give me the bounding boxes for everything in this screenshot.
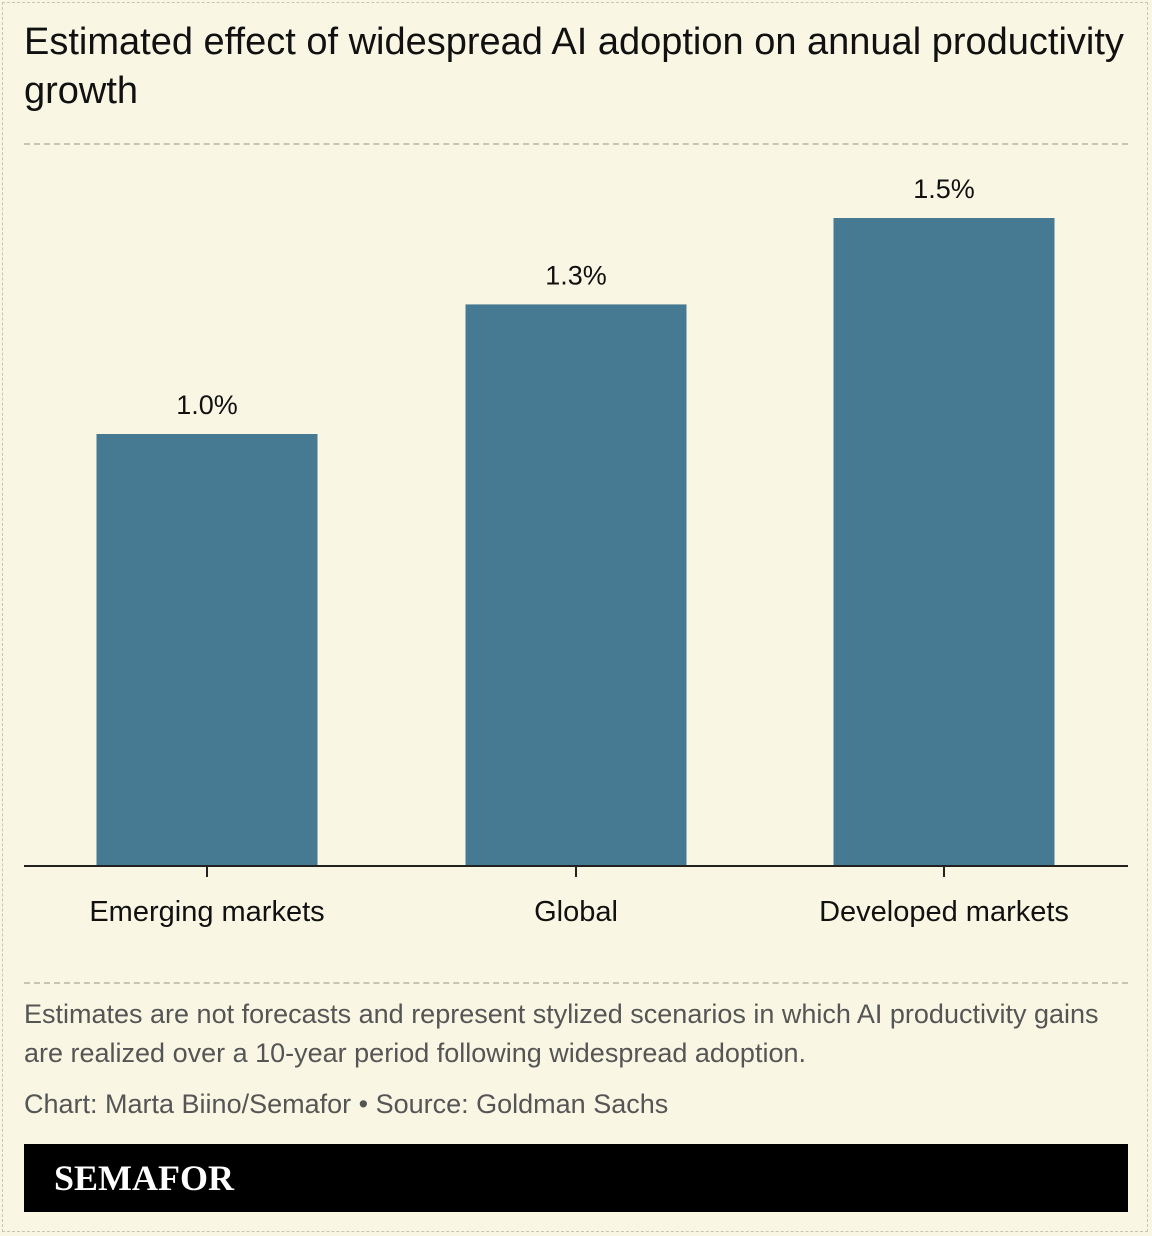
x-tick-label-0: Emerging markets [89, 896, 324, 928]
data-label-2: 1.5% [913, 174, 975, 204]
bar-chart: 1.0% 1.3% 1.5% Emerging markets Global Develo… [24, 174, 1128, 928]
bar-0 [96, 434, 318, 866]
brand-bar: SEMAFOR [24, 1144, 1128, 1212]
semafor-logo: SEMAFOR [54, 1158, 234, 1198]
top-divider [24, 143, 1128, 145]
bar-2 [833, 218, 1055, 866]
bar-1 [465, 304, 687, 866]
chart-title: Estimated effect of widespread AI adopti… [24, 21, 1124, 112]
x-tick-label-1: Global [534, 896, 618, 928]
chart-credit: Chart: Marta Biino/Semafor • Source: Gol… [24, 1089, 669, 1119]
chart-note: Estimates are not forecasts and represen… [24, 999, 1099, 1068]
x-tick-label-2: Developed markets [819, 896, 1069, 928]
data-label-1: 1.3% [545, 260, 607, 290]
data-label-0: 1.0% [176, 390, 238, 420]
bottom-divider [24, 982, 1128, 984]
